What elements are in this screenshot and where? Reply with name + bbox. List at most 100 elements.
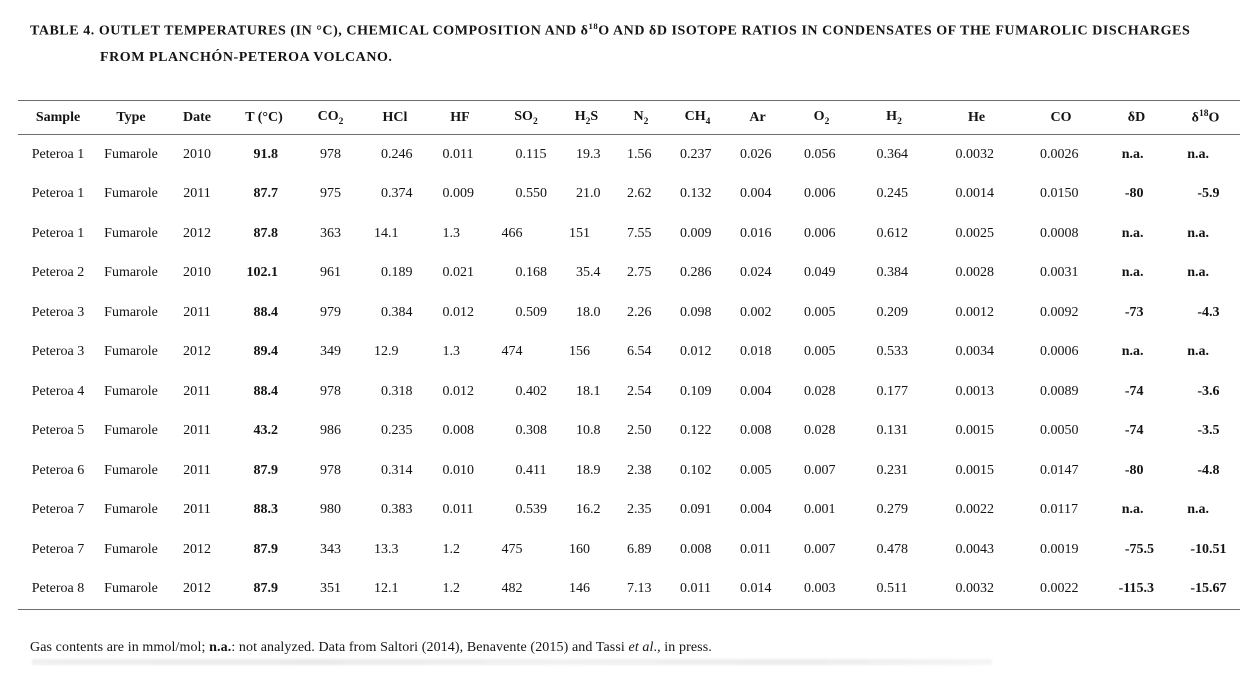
cell-hf: 0.011 <box>442 502 474 518</box>
cell-h2s: 146 <box>559 569 614 610</box>
cell-type: Fumarole <box>104 383 158 399</box>
cell-co2: 363 <box>320 225 341 241</box>
cell-co2: 343 <box>320 541 341 557</box>
cell-d18O: n.a. <box>1187 225 1209 241</box>
cell-so2: 0.550 <box>515 186 548 202</box>
cell-o2: 0.006 <box>804 186 836 202</box>
cell-o2: 0.028 <box>804 423 836 439</box>
cell-so2: 0.411 <box>515 462 547 478</box>
cell-co2: 961 <box>320 265 341 281</box>
table-row: Peteroa 6 Fumarole 2011 87.9 978 0.314 0.010 0.… <box>18 451 1240 491</box>
cell-type: Fumarole <box>104 423 158 439</box>
cell-hf: 0.008 <box>442 423 475 439</box>
cell-type: Fumarole <box>104 502 158 518</box>
cell-d18O: -3.6 <box>1197 383 1220 399</box>
cell-ch4: 0.286 <box>680 265 712 281</box>
cell-h2: 0.177 <box>876 383 909 399</box>
cell-hf: 0.012 <box>442 304 475 320</box>
table-header-row: Sample Type Date T (°C) CO2 HCl HF SO2 H2S N2 CH4 A… <box>18 100 1240 135</box>
cell-dD: -115.3 <box>1102 569 1171 610</box>
cell-co: 0.0006 <box>1040 344 1079 360</box>
cell-sample: Peteroa 7 <box>31 541 85 557</box>
col-header-he: He <box>933 100 1020 135</box>
col-header-d18O: δ18O <box>1171 100 1240 135</box>
cell-ch4: 0.122 <box>680 423 712 439</box>
cell-h2s: 16.2 <box>576 502 601 518</box>
footnote-text: ., in press. <box>653 640 712 655</box>
table-row: Peteroa 1 Fumarole 2011 87.7 975 0.374 0.009 0.… <box>18 175 1240 215</box>
cell-co2: 349 <box>320 344 341 360</box>
cell-n2: 2.62 <box>627 186 652 202</box>
cell-h2: 0.533 <box>876 344 909 360</box>
col-header-date: Date <box>164 100 230 135</box>
cell-date: 2010 <box>183 265 211 281</box>
cell-type: Fumarole <box>104 462 158 478</box>
cell-h2: 0.384 <box>876 265 909 281</box>
cell-h2: 0.364 <box>876 146 909 162</box>
cell-so2: 466 <box>501 225 523 241</box>
cell-co2: 979 <box>320 304 341 320</box>
cell-date: 2012 <box>183 344 211 360</box>
cell-sample: Peteroa 5 <box>31 423 85 439</box>
cell-hf: 0.009 <box>442 186 475 202</box>
cell-d18O: n.a. <box>1187 344 1209 360</box>
cell-ch4: 0.098 <box>680 304 712 320</box>
cell-ar: 0.004 <box>740 502 772 518</box>
table-row: Peteroa 7 Fumarole 2012 87.9 343 13.3 1.2 475 16… <box>18 530 1240 570</box>
cell-so2: 0.308 <box>515 423 548 439</box>
cell-hcl: 0.314 <box>381 462 413 478</box>
cell-he: 0.0014 <box>955 186 995 202</box>
cell-ar: 0.005 <box>740 462 772 478</box>
cell-date: 2012 <box>164 569 230 610</box>
cell-type: Fumarole <box>104 541 158 557</box>
cell-hf: 0.012 <box>442 383 475 399</box>
cell-co2: 978 <box>320 383 341 399</box>
cell-date: 2011 <box>183 502 211 518</box>
cell-n2: 2.35 <box>627 502 652 518</box>
footnote-text: : not analyzed. Data from Saltori (2014)… <box>231 640 629 655</box>
cell-h2s: 18.9 <box>576 462 601 478</box>
cell-co: 0.0019 <box>1040 541 1079 557</box>
footnote-text: et al <box>628 640 654 655</box>
cell-h2s: 19.3 <box>576 146 601 162</box>
cell-ch4: 0.008 <box>680 541 712 557</box>
cell-type: Fumarole <box>104 344 158 360</box>
cell-h2s: 21.0 <box>576 186 601 202</box>
cell-co2: 978 <box>320 462 341 478</box>
cell-hcl: 13.3 <box>374 541 399 557</box>
cell-sample: Peteroa 6 <box>31 462 85 478</box>
cell-hcl: 0.383 <box>381 502 413 518</box>
table-row: Peteroa 5 Fumarole 2011 43.2 986 0.235 0.008 0.… <box>18 412 1240 452</box>
cell-co: 0.0050 <box>1040 423 1079 439</box>
cell-o2: 0.001 <box>804 502 836 518</box>
cell-dD: -75.5 <box>1124 541 1154 557</box>
cell-hf: 0.011 <box>442 146 474 162</box>
fumarole-composition-table: Sample Type Date T (°C) CO2 HCl HF SO2 H2S N2 CH4 A… <box>18 100 1240 610</box>
cell-d18O: -10.51 <box>1190 541 1227 557</box>
cell-co: 0.0089 <box>1040 383 1079 399</box>
cell-n2: 6.54 <box>627 344 652 360</box>
cell-date: 2012 <box>183 225 211 241</box>
cell-o2: 0.049 <box>804 265 836 281</box>
col-header-o2: O2 <box>788 100 855 135</box>
cell-hcl: 12.9 <box>374 344 399 360</box>
cell-d18O: -15.67 <box>1171 569 1240 610</box>
cell-hf: 0.010 <box>442 462 475 478</box>
cell-hf: 1.2 <box>427 569 493 610</box>
cell-he: 0.0012 <box>955 304 995 320</box>
cell-so2: 0.509 <box>515 304 548 320</box>
cell-sample: Peteroa 1 <box>31 146 85 162</box>
cell-n2: 2.26 <box>627 304 652 320</box>
col-header-dD: δD <box>1102 100 1171 135</box>
cell-n2: 2.75 <box>627 265 652 281</box>
cell-ar: 0.011 <box>740 541 771 557</box>
table-row: Peteroa 2 Fumarole 2010 102.1 961 0.189 0.021 0… <box>18 254 1240 294</box>
cell-h2s: 160 <box>569 541 590 557</box>
col-header-hf: HF <box>427 100 493 135</box>
table-caption-line2: FROM PLANCHÓN-PETEROA VOLCANO. <box>100 49 393 65</box>
cell-co: 0.0117 <box>1040 502 1078 518</box>
cell-sample: Peteroa 1 <box>31 186 85 202</box>
cell-dD: -80 <box>1124 186 1144 202</box>
cell-date: 2010 <box>183 146 211 162</box>
